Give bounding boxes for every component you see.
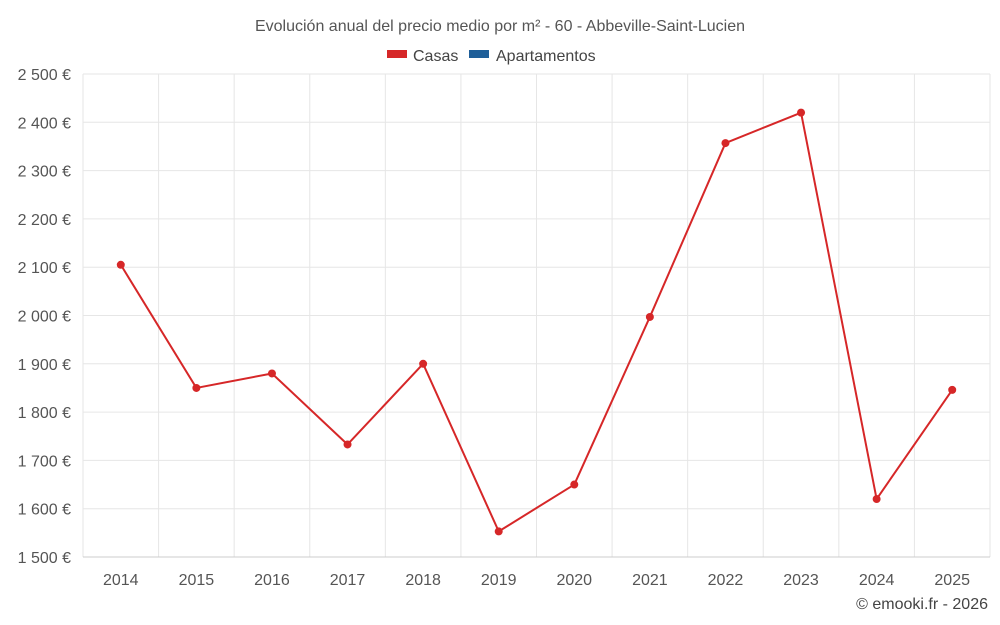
x-tick-label: 2016: [254, 572, 290, 589]
data-point-casas[interactable]: [267, 369, 276, 378]
y-tick-label: 1 600 €: [18, 502, 71, 519]
series-line-casas: [119, 111, 954, 533]
legend-swatch-apartamentos: [469, 50, 489, 58]
x-tick-label: 2018: [405, 572, 441, 589]
data-point-casas[interactable]: [872, 495, 881, 504]
data-point-casas[interactable]: [570, 480, 579, 489]
series-casas: [116, 108, 957, 536]
legend-swatch-casas: [387, 50, 407, 58]
x-tick-label: 2023: [783, 572, 819, 589]
y-tick-label: 1 900 €: [18, 357, 71, 374]
x-tick-label: 2014: [103, 572, 139, 589]
data-point-casas[interactable]: [645, 312, 654, 321]
x-tick-label: 2025: [934, 572, 970, 589]
y-tick-label: 2 400 €: [18, 115, 71, 132]
legend-item-apartamentos[interactable]: Apartamentos: [469, 48, 596, 65]
x-tick-label: 2024: [859, 572, 895, 589]
data-point-casas[interactable]: [797, 108, 806, 117]
y-axis: 1 500 € 1 600 € 1 700 € 1 800 € 1 900 € 2 000…: [18, 67, 71, 567]
x-tick-label: 2021: [632, 572, 668, 589]
y-tick-label: 1 700 €: [18, 453, 71, 470]
y-tick-label: 2 000 €: [18, 309, 71, 326]
legend-label-casas: Casas: [413, 48, 458, 65]
data-point-casas[interactable]: [721, 139, 730, 148]
legend: Casas Apartamentos: [387, 48, 596, 65]
x-tick-label: 2019: [481, 572, 517, 589]
data-point-casas[interactable]: [494, 527, 503, 536]
x-axis: 2014 2015 2016 2017 2018 2019 2020 2021 2022 2023…: [83, 556, 990, 589]
legend-item-casas[interactable]: Casas: [387, 48, 458, 65]
x-tick-label: 2015: [179, 572, 215, 589]
x-tick-label: 2020: [556, 572, 592, 589]
data-point-casas[interactable]: [116, 260, 125, 269]
y-tick-label: 2 500 €: [18, 67, 71, 84]
y-tick-label: 2 300 €: [18, 164, 71, 181]
grid: [82, 73, 991, 558]
y-tick-label: 2 100 €: [18, 260, 71, 277]
chart-title: Evolución anual del precio medio por m² …: [255, 18, 745, 35]
data-point-casas[interactable]: [192, 383, 201, 392]
data-point-casas[interactable]: [419, 359, 428, 368]
x-tick-label: 2022: [708, 572, 744, 589]
legend-label-apartamentos: Apartamentos: [496, 48, 596, 65]
data-point-casas[interactable]: [343, 440, 352, 449]
y-tick-label: 2 200 €: [18, 212, 71, 229]
y-tick-label: 1 800 €: [18, 405, 71, 422]
y-tick-label: 1 500 €: [18, 550, 71, 567]
credit-text: © emooki.fr - 2026: [856, 596, 988, 613]
x-tick-label: 2017: [330, 572, 366, 589]
data-point-casas[interactable]: [948, 385, 957, 394]
